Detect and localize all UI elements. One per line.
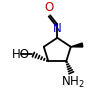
Text: O: O bbox=[45, 0, 54, 14]
Text: HO: HO bbox=[11, 48, 29, 60]
Polygon shape bbox=[71, 43, 83, 47]
Text: NH$_2$: NH$_2$ bbox=[61, 75, 84, 90]
Text: N: N bbox=[53, 22, 62, 35]
